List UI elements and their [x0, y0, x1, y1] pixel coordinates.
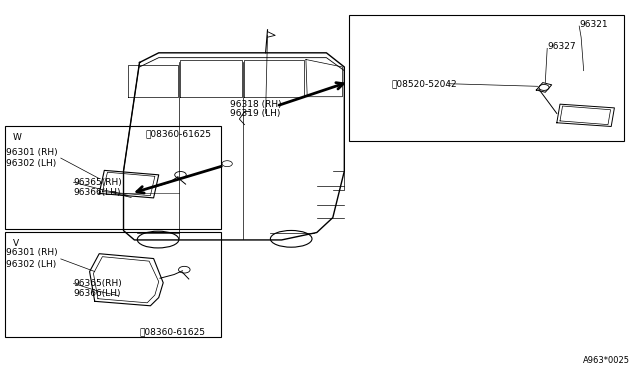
Text: 96321: 96321	[579, 20, 608, 29]
Text: 96301 (RH): 96301 (RH)	[6, 248, 58, 257]
Text: 96366(LH): 96366(LH)	[74, 188, 121, 197]
Text: 96366(LH): 96366(LH)	[74, 289, 121, 298]
Text: 96327: 96327	[547, 42, 576, 51]
Text: 96302 (LH): 96302 (LH)	[6, 260, 57, 269]
Text: Ⓝ08520-52042: Ⓝ08520-52042	[392, 79, 458, 88]
Text: 96302 (LH): 96302 (LH)	[6, 159, 57, 168]
Bar	[5, 126, 221, 229]
Text: V: V	[13, 239, 19, 248]
Text: A963*0025: A963*0025	[584, 356, 630, 365]
Text: 96318 (RH): 96318 (RH)	[230, 100, 282, 109]
Text: 96365(RH): 96365(RH)	[74, 279, 122, 288]
Bar	[5, 232, 221, 337]
Text: Ⓝ08360-61625: Ⓝ08360-61625	[140, 328, 205, 337]
Text: 96365(RH): 96365(RH)	[74, 178, 122, 187]
Text: 96301 (RH): 96301 (RH)	[6, 148, 58, 157]
Text: 96319 (LH): 96319 (LH)	[230, 109, 281, 118]
Text: Ⓝ08360-61625: Ⓝ08360-61625	[145, 129, 211, 138]
Text: W: W	[13, 133, 22, 142]
Bar	[349, 15, 624, 141]
